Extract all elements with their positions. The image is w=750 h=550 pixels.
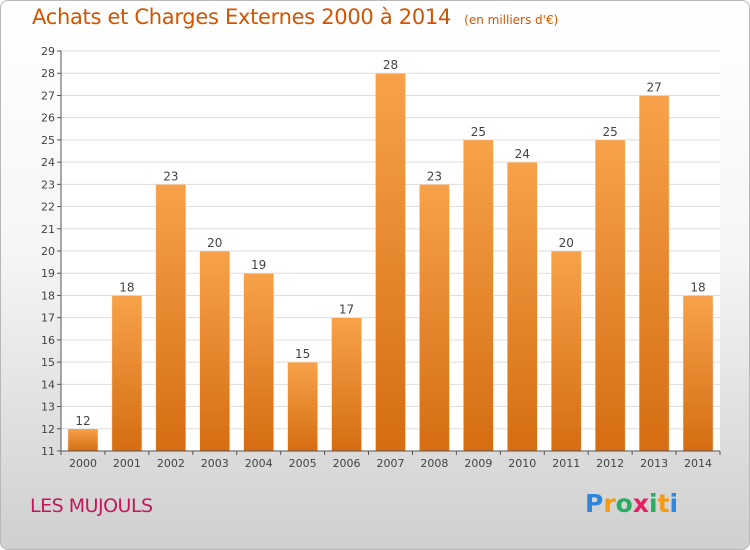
data-label-2010: 24 — [515, 147, 530, 161]
x-tick-label-2012: 2012 — [596, 457, 624, 470]
y-tick-label: 20 — [41, 245, 55, 258]
chart-title: Achats et Charges Externes 2000 à 2014 — [32, 5, 452, 29]
x-tick-label-2010: 2010 — [508, 457, 536, 470]
data-label-2002: 23 — [163, 169, 178, 183]
bar-2014 — [682, 295, 714, 452]
data-label-2008: 23 — [427, 169, 442, 183]
x-tick-label-2013: 2013 — [640, 457, 668, 470]
y-tick-label: 25 — [41, 134, 55, 147]
data-label-2007: 28 — [383, 58, 398, 72]
logo-letter: P — [585, 489, 604, 518]
data-label-2009: 25 — [471, 125, 486, 139]
y-tick-label: 23 — [41, 178, 55, 191]
x-tick-label-2008: 2008 — [420, 457, 448, 470]
data-label-2001: 18 — [119, 280, 134, 294]
title-row: Achats et Charges Externes 2000 à 2014 (… — [32, 5, 558, 29]
data-label-2004: 19 — [251, 258, 266, 272]
bar-2002 — [155, 184, 187, 452]
y-tick-label: 16 — [41, 334, 55, 347]
data-label-2013: 27 — [646, 80, 661, 94]
logo-letter: i — [649, 489, 658, 518]
x-tick-label-2000: 2000 — [69, 457, 97, 470]
logo-letter: x — [632, 489, 649, 518]
x-tick-label-2005: 2005 — [289, 457, 317, 470]
bar-2007 — [375, 72, 406, 452]
data-label-2014: 18 — [690, 280, 705, 294]
data-label-2003: 20 — [207, 236, 222, 250]
y-tick-label: 17 — [41, 312, 55, 325]
x-tick-label-2011: 2011 — [552, 457, 580, 470]
bar-2005 — [287, 361, 318, 452]
logo-letter: t — [657, 489, 670, 518]
bar-2001 — [111, 295, 143, 452]
y-tick-label: 21 — [41, 223, 55, 236]
logo-letter: r — [603, 489, 616, 518]
x-tick-label-2003: 2003 — [201, 457, 229, 470]
bar-2013 — [638, 95, 670, 452]
chart-subtitle: (en milliers d'€) — [464, 13, 559, 27]
bar-2009 — [463, 139, 494, 452]
bar-2011 — [550, 250, 582, 452]
x-tick-label-2007: 2007 — [377, 457, 405, 470]
bar-2010 — [507, 161, 538, 452]
data-label-2000: 12 — [75, 414, 90, 428]
y-tick-label: 15 — [41, 356, 55, 369]
x-tick-label-2006: 2006 — [333, 457, 361, 470]
bar-2000 — [67, 428, 99, 452]
y-tick-label: 28 — [41, 67, 55, 80]
data-label-2012: 25 — [603, 125, 618, 139]
y-tick-label: 24 — [41, 156, 55, 169]
bar-2008 — [419, 184, 450, 452]
data-label-2006: 17 — [339, 303, 354, 317]
commune-name: LES MUJOULS — [30, 495, 153, 517]
y-tick-label: 29 — [41, 45, 55, 58]
bar-2006 — [331, 317, 362, 452]
y-tick-label: 26 — [41, 112, 55, 125]
x-tick-label-2014: 2014 — [684, 457, 712, 470]
logo-letter: o — [615, 489, 633, 518]
x-tick-label-2004: 2004 — [245, 457, 273, 470]
logo-letter: i — [669, 489, 679, 518]
x-tick-label-2009: 2009 — [464, 457, 492, 470]
bar-2012 — [594, 139, 626, 452]
y-tick-label: 13 — [41, 401, 55, 414]
data-label-2011: 20 — [559, 236, 574, 250]
y-tick-label: 11 — [41, 445, 55, 458]
proxiti-logo: Proxiti — [585, 489, 678, 518]
data-label-2005: 15 — [295, 347, 310, 361]
bar-2003 — [199, 250, 231, 452]
y-tick-label: 22 — [41, 201, 55, 214]
x-tick-label-2002: 2002 — [157, 457, 185, 470]
y-tick-label: 14 — [41, 378, 55, 391]
y-tick-label: 12 — [41, 423, 55, 436]
y-tick-label: 19 — [41, 267, 55, 280]
bar-2004 — [243, 272, 274, 452]
y-tick-label: 18 — [41, 289, 55, 302]
y-tick-label: 27 — [41, 89, 55, 102]
x-tick-label-2001: 2001 — [113, 457, 141, 470]
